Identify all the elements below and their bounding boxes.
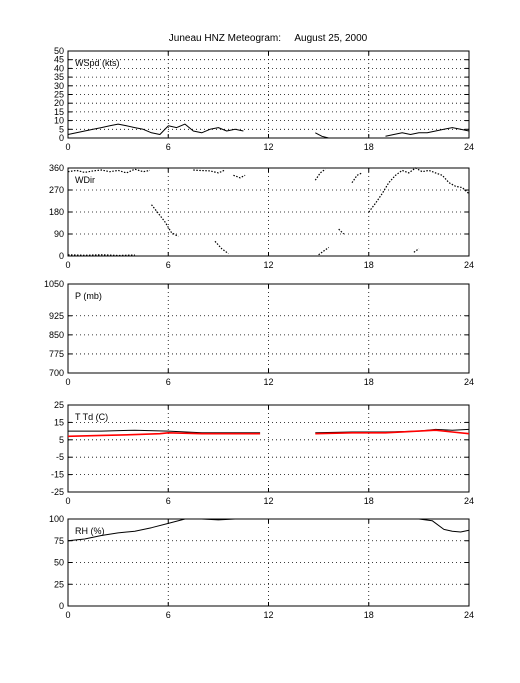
plot-frame: [67, 283, 470, 374]
panel-label: WSpd (kts): [75, 58, 120, 68]
series-line: [193, 169, 226, 174]
x-tick-label: 12: [263, 377, 273, 387]
y-tick-label: 25: [54, 90, 64, 100]
series-line: [67, 431, 261, 438]
x-tick-label: 6: [166, 496, 171, 506]
x-tick-label: 12: [263, 260, 273, 270]
series-line: [315, 429, 470, 435]
y-tick-label: -15: [51, 470, 64, 480]
y-tick-label: 35: [54, 72, 64, 82]
series-line: [67, 254, 135, 257]
x-tick-label: 0: [65, 142, 70, 152]
plot-frame: [67, 50, 470, 139]
x-tick-label: 0: [65, 377, 70, 387]
x-tick-label: 18: [364, 496, 374, 506]
series-line: [351, 172, 363, 184]
x-tick-label: 24: [464, 610, 474, 620]
x-tick-label: 24: [464, 377, 474, 387]
panel-label: WDir: [75, 175, 95, 185]
y-tick-label: 10: [54, 116, 64, 126]
chart-title: Juneau HNZ Meteogram: August 25, 2000: [168, 33, 368, 44]
x-tick-label: 6: [166, 142, 171, 152]
series-line: [67, 168, 151, 174]
series-line: [368, 167, 470, 213]
x-tick-label: 0: [65, 496, 70, 506]
y-tick-label: 700: [49, 368, 64, 378]
x-tick-label: 0: [65, 610, 70, 620]
panel-label: RH (%): [75, 526, 105, 536]
y-tick-label: 5: [59, 435, 64, 445]
y-tick-label: 100: [49, 514, 64, 524]
y-tick-label: 0: [59, 133, 64, 143]
y-tick-label: 270: [49, 185, 64, 195]
y-tick-label: 925: [49, 311, 64, 321]
plot-frame: [67, 167, 470, 257]
series-line: [233, 174, 246, 179]
x-tick-label: 6: [166, 377, 171, 387]
y-tick-label: 775: [49, 349, 64, 359]
plot-frame: [67, 404, 470, 493]
y-tick-label: 30: [54, 81, 64, 91]
series-line: [413, 248, 420, 253]
panel-label: P (mb): [75, 291, 102, 301]
series-line: [385, 127, 470, 137]
y-tick-label: 75: [54, 536, 64, 546]
x-tick-label: 18: [364, 142, 374, 152]
series-line: [385, 518, 470, 533]
x-tick-label: 24: [464, 260, 474, 270]
series-line: [151, 204, 179, 237]
y-tick-label: 90: [54, 229, 64, 239]
y-tick-label: 50: [54, 558, 64, 568]
y-tick-label: 25: [54, 579, 64, 589]
series-line: [315, 132, 329, 139]
x-tick-label: 12: [263, 610, 273, 620]
x-tick-label: 6: [166, 610, 171, 620]
y-tick-label: 180: [49, 207, 64, 217]
panel-label: T Td (C): [75, 412, 108, 422]
x-tick-label: 18: [364, 610, 374, 620]
y-tick-label: 5: [59, 124, 64, 134]
y-tick-label: 20: [54, 98, 64, 108]
x-tick-label: 12: [263, 142, 273, 152]
y-tick-label: -25: [51, 487, 64, 497]
series-line: [67, 123, 244, 135]
series-line: [67, 518, 261, 542]
y-tick-label: 360: [49, 163, 64, 173]
series-line: [314, 168, 326, 181]
x-tick-label: 18: [364, 377, 374, 387]
plot-frame: [67, 518, 470, 607]
x-tick-label: 6: [166, 260, 171, 270]
x-tick-label: 24: [464, 496, 474, 506]
y-tick-label: 1050: [44, 279, 64, 289]
y-tick-label: 40: [54, 63, 64, 73]
x-tick-label: 18: [364, 260, 374, 270]
series-line: [318, 246, 330, 256]
x-tick-label: 0: [65, 260, 70, 270]
y-tick-label: 25: [54, 400, 64, 410]
series-line: [214, 240, 229, 255]
y-tick-label: 0: [59, 601, 64, 611]
y-tick-label: -5: [56, 452, 64, 462]
y-tick-label: 0: [59, 251, 64, 261]
y-tick-label: 15: [54, 107, 64, 117]
y-tick-label: 850: [49, 330, 64, 340]
series-line: [338, 228, 345, 235]
x-tick-label: 12: [263, 496, 273, 506]
y-tick-label: 15: [54, 417, 64, 427]
y-tick-label: 50: [54, 46, 64, 56]
series-line: [68, 429, 261, 434]
y-tick-label: 45: [54, 55, 64, 65]
x-tick-label: 24: [464, 142, 474, 152]
